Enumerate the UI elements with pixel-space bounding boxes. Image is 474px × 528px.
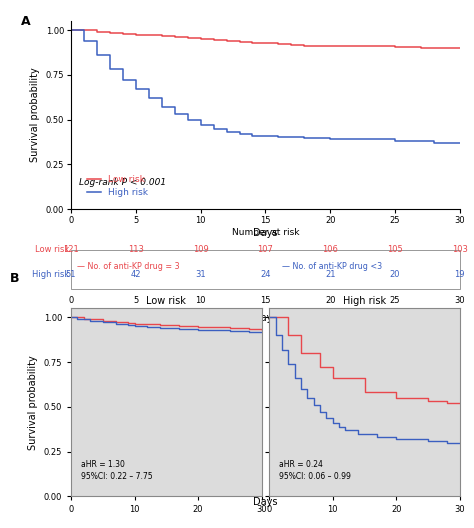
High risk (94, 52, 100, 58)
Low risk (237, 39, 242, 45)
Low risk (68, 27, 74, 33)
Text: 0: 0 (68, 296, 74, 305)
Text: 42: 42 (131, 270, 141, 279)
Text: 103: 103 (452, 244, 468, 253)
Legend: Low risk, High risk: Low risk, High risk (83, 171, 151, 201)
Text: 31: 31 (195, 270, 206, 279)
Low risk (94, 29, 100, 35)
Low risk (392, 44, 398, 50)
Text: A: A (20, 15, 30, 29)
High risk (68, 27, 74, 33)
High risk (301, 135, 307, 142)
Low risk (120, 31, 126, 37)
Text: 113: 113 (128, 244, 144, 253)
High risk (146, 95, 152, 101)
High risk (133, 86, 139, 92)
High risk (392, 138, 398, 144)
Text: 51: 51 (66, 270, 76, 279)
Low risk (198, 36, 203, 42)
Text: 20: 20 (390, 270, 400, 279)
Low risk (172, 34, 178, 41)
Text: 24: 24 (260, 270, 271, 279)
High risk (289, 134, 294, 140)
Text: aHR = 0.24
95%CI: 0.06 – 0.99: aHR = 0.24 95%CI: 0.06 – 0.99 (279, 460, 351, 482)
High risk (263, 133, 268, 139)
High risk (250, 133, 255, 139)
Low risk (275, 41, 281, 48)
Text: Low risk: Low risk (35, 244, 69, 253)
Low risk (263, 40, 268, 46)
Low risk (159, 33, 164, 40)
Low risk (250, 40, 255, 46)
High risk (185, 116, 191, 122)
Low risk (301, 43, 307, 49)
High risk (431, 140, 437, 146)
High risk (224, 129, 229, 135)
Line: Low risk: Low risk (71, 30, 460, 48)
Text: aHR = 1.30
95%CI: 0.22 – 7.75: aHR = 1.30 95%CI: 0.22 – 7.75 (81, 460, 152, 482)
Text: 25: 25 (390, 296, 400, 305)
High risk (457, 140, 463, 146)
High risk (328, 136, 333, 143)
Text: 107: 107 (257, 244, 273, 253)
Text: 15: 15 (260, 296, 271, 305)
Text: Days: Days (253, 313, 278, 323)
High risk (211, 125, 217, 131)
Text: 21: 21 (325, 270, 336, 279)
High risk (159, 104, 164, 110)
High risk (81, 37, 87, 44)
High risk (120, 77, 126, 83)
Low risk (146, 32, 152, 39)
High risk (198, 122, 203, 128)
Low risk (457, 45, 463, 51)
High risk (275, 134, 281, 140)
Text: 10: 10 (195, 296, 206, 305)
Y-axis label: Survival probability: Survival probability (30, 68, 40, 163)
Low risk (418, 45, 424, 51)
Low risk (185, 35, 191, 41)
Line: High risk: High risk (71, 30, 460, 143)
Text: B: B (9, 272, 19, 285)
Text: — No. of anti-KP drug <3: — No. of anti-KP drug <3 (282, 262, 382, 271)
Low risk (133, 31, 139, 37)
Text: 109: 109 (193, 244, 209, 253)
Text: 5: 5 (133, 296, 138, 305)
High risk (107, 67, 113, 73)
X-axis label: Days: Days (253, 228, 278, 238)
Text: 30: 30 (455, 296, 465, 305)
Text: 121: 121 (63, 244, 79, 253)
Low risk (81, 27, 87, 33)
Title: Low risk: Low risk (146, 296, 186, 306)
Text: — No. of anti-KP drug = 3: — No. of anti-KP drug = 3 (77, 262, 179, 271)
Low risk (211, 37, 217, 43)
Low risk (107, 30, 113, 36)
Low risk (289, 42, 294, 49)
Text: 105: 105 (387, 244, 403, 253)
Text: Days: Days (253, 497, 278, 507)
High risk (172, 111, 178, 117)
High risk (237, 131, 242, 137)
Low risk (224, 37, 229, 44)
Text: High risk: High risk (32, 270, 69, 279)
Text: Number at risk: Number at risk (232, 228, 299, 237)
Y-axis label: Survival probability: Survival probability (28, 355, 38, 450)
Title: High risk: High risk (343, 296, 386, 306)
Text: 20: 20 (325, 296, 336, 305)
Low risk (431, 45, 437, 51)
Text: Log-rank P < 0.001: Log-rank P < 0.001 (79, 177, 166, 186)
Low risk (328, 43, 333, 49)
Text: 106: 106 (322, 244, 338, 253)
Text: 19: 19 (455, 270, 465, 279)
